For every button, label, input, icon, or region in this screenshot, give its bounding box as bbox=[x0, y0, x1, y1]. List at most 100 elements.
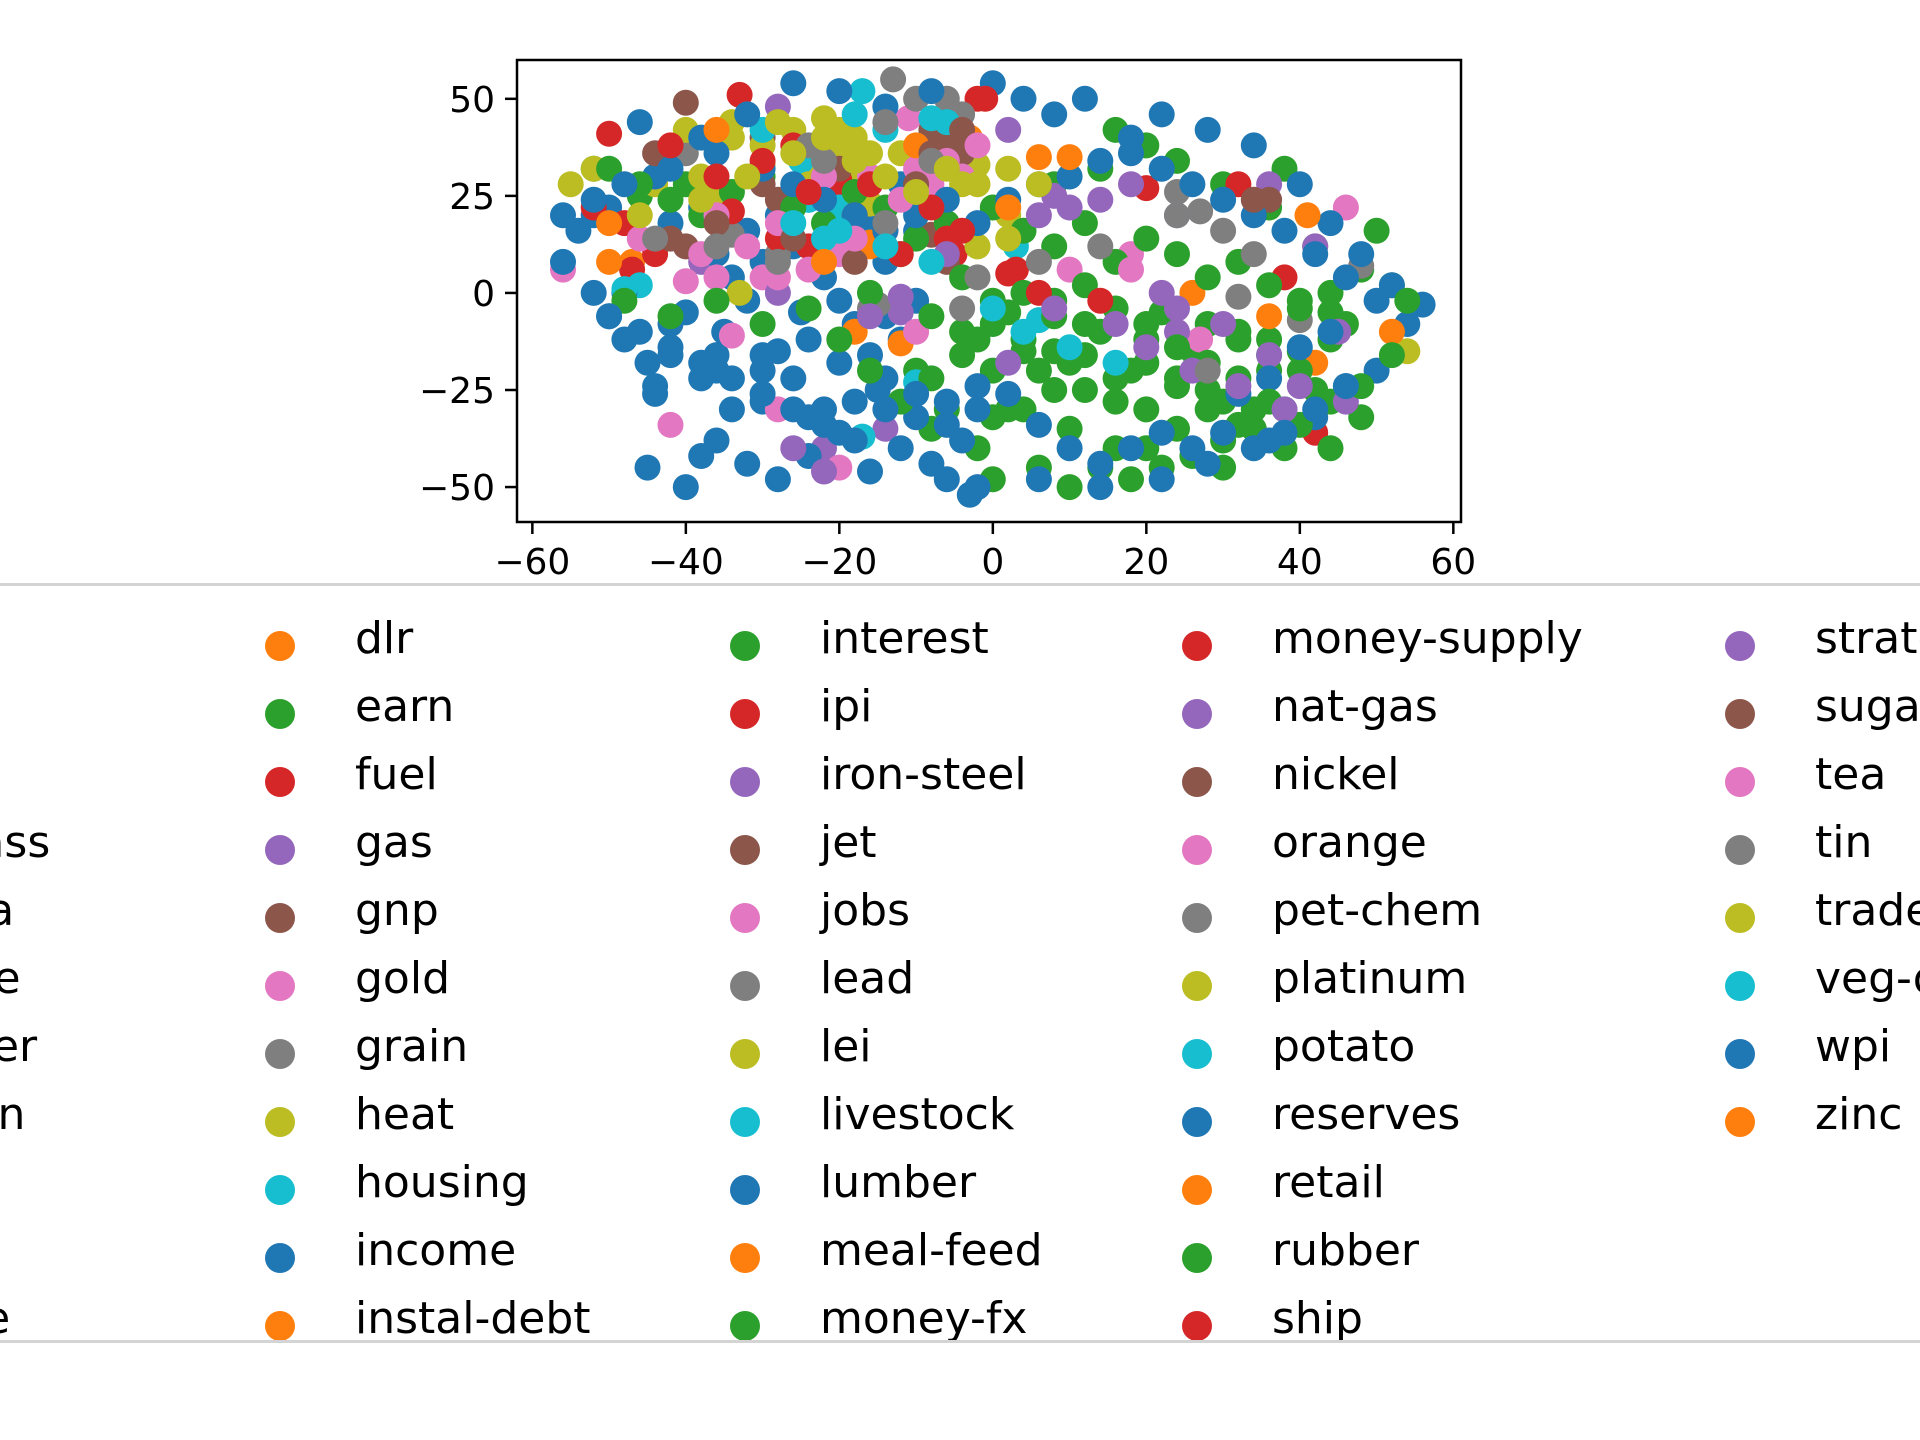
legend-label: instal-debt bbox=[355, 1293, 591, 1343]
point-rubber bbox=[703, 287, 730, 314]
legend-marker bbox=[730, 631, 760, 661]
legend-label: lumber bbox=[820, 1157, 977, 1208]
point-wpi bbox=[749, 380, 776, 407]
legend-marker bbox=[1182, 1039, 1212, 1069]
point-nat-gas bbox=[887, 283, 914, 310]
point-strategic-metal bbox=[1041, 295, 1068, 322]
point-wpi bbox=[1087, 450, 1114, 477]
point-meal-feed bbox=[1378, 318, 1405, 345]
point-tin bbox=[703, 233, 730, 260]
point-rubber bbox=[949, 342, 976, 369]
point-housing bbox=[849, 78, 876, 105]
legend-label: sugar bbox=[1815, 681, 1920, 732]
point-money-fx bbox=[857, 279, 883, 306]
point-grain bbox=[1187, 198, 1214, 225]
point-wpi bbox=[1302, 396, 1329, 423]
legend-label: lei bbox=[820, 1021, 872, 1072]
point-ship bbox=[1087, 287, 1114, 314]
point-retail bbox=[1294, 202, 1321, 229]
point-tin bbox=[811, 147, 837, 174]
point-dlr bbox=[596, 248, 623, 275]
point-wpi bbox=[596, 303, 623, 330]
legend-marker bbox=[730, 1243, 760, 1273]
legend-marker bbox=[1182, 835, 1212, 865]
point-heat bbox=[726, 279, 753, 306]
point-lumber bbox=[933, 466, 960, 493]
point-wpi bbox=[903, 380, 930, 407]
point-zinc bbox=[596, 210, 623, 237]
point-lead bbox=[880, 66, 907, 93]
legend-label: fuel bbox=[355, 749, 438, 800]
point-reserves bbox=[1302, 241, 1329, 268]
legend-label: reserves bbox=[1272, 1089, 1461, 1140]
y-tick-label: 25 bbox=[449, 177, 495, 218]
point-ship bbox=[795, 179, 822, 205]
point-reserves bbox=[1179, 171, 1206, 198]
point-wpi bbox=[1179, 435, 1206, 462]
point-veg-oil bbox=[1056, 334, 1083, 361]
point-gold bbox=[1187, 326, 1214, 353]
point-lead bbox=[949, 295, 976, 322]
legend-label: gnp bbox=[355, 885, 439, 936]
legend-marker bbox=[1725, 699, 1755, 729]
point-reserves bbox=[1286, 334, 1313, 361]
point-income bbox=[964, 373, 991, 400]
point-rubber bbox=[795, 295, 822, 322]
legend-label: jobs bbox=[820, 885, 910, 936]
axes-frame bbox=[515, 58, 1463, 524]
point-sugar bbox=[1240, 186, 1267, 213]
point-reserves bbox=[1148, 155, 1175, 182]
legend-label: carcass bbox=[0, 817, 51, 868]
point-lumber bbox=[780, 70, 807, 97]
point-trade bbox=[841, 147, 868, 174]
point-wpi bbox=[780, 396, 807, 423]
legend-marker bbox=[730, 767, 760, 797]
point-lumber bbox=[1148, 466, 1175, 493]
point-tin bbox=[964, 264, 991, 291]
legend-label: wpi bbox=[1815, 1021, 1892, 1072]
point-ship bbox=[972, 85, 999, 112]
legend-marker bbox=[1725, 631, 1755, 661]
point-zinc bbox=[811, 248, 837, 275]
legend-marker bbox=[730, 1311, 760, 1340]
legend-label: rubber bbox=[1272, 1225, 1419, 1276]
point-sugar bbox=[703, 210, 730, 237]
y-tick-label: −50 bbox=[419, 468, 495, 509]
point-lumber bbox=[1041, 101, 1068, 128]
point-tea bbox=[734, 233, 761, 260]
point-veg-oil bbox=[1010, 318, 1037, 345]
point-wpi bbox=[1271, 419, 1298, 446]
point-wpi bbox=[1056, 435, 1083, 462]
legend-label: copper bbox=[0, 1021, 38, 1072]
point-gold bbox=[718, 322, 745, 349]
x-tick-label: 0 bbox=[981, 542, 1004, 583]
point-trade bbox=[872, 163, 899, 190]
legend-label: tin bbox=[1815, 817, 1873, 868]
legend-label: housing bbox=[355, 1157, 529, 1208]
point-reserves bbox=[1056, 163, 1083, 190]
legend-label: zinc bbox=[1815, 1089, 1903, 1140]
point-earn bbox=[1071, 377, 1098, 403]
point-sugar bbox=[841, 248, 868, 275]
legend-marker bbox=[1725, 1039, 1755, 1069]
point-lumber bbox=[580, 279, 607, 306]
point-wpi bbox=[688, 349, 715, 376]
legend-marker bbox=[265, 699, 295, 729]
legend-label: money-supply bbox=[1272, 613, 1583, 664]
point-meal-feed bbox=[1256, 303, 1283, 330]
point-earn bbox=[1041, 377, 1068, 403]
point-wpi bbox=[718, 365, 745, 392]
point-gas bbox=[872, 415, 899, 442]
legend-label: cocoa bbox=[0, 883, 14, 939]
point-iron-steel bbox=[995, 116, 1022, 143]
point-income bbox=[634, 454, 661, 481]
legend-marker bbox=[730, 1175, 760, 1205]
point-acq bbox=[780, 365, 807, 392]
point-trade bbox=[1025, 171, 1052, 198]
point-tin bbox=[1194, 357, 1221, 384]
point-strategic-metal bbox=[780, 435, 807, 462]
point-acq bbox=[634, 349, 661, 376]
point-acq bbox=[795, 326, 822, 353]
point-reserves bbox=[1118, 140, 1144, 167]
legend-label: nickel bbox=[1272, 749, 1400, 800]
